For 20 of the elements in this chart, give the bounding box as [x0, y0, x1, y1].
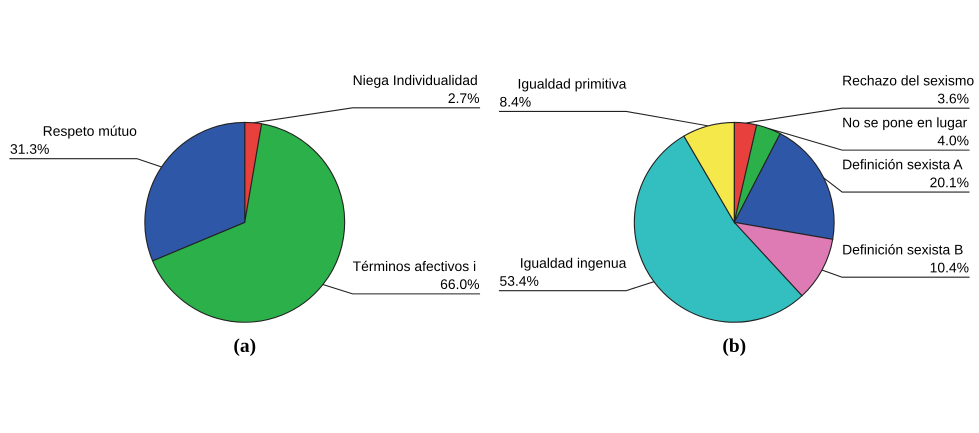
- slice-label: Niega Individualidad: [354, 74, 477, 88]
- data-label: 66.0%: [440, 279, 480, 290]
- slice-label: Respeto mútuo: [44, 126, 136, 139]
- data-label: 8.4%: [500, 96, 531, 107]
- data-label: 20.1%: [930, 178, 969, 188]
- slice-label: Definición sexista A: [843, 159, 963, 170]
- data-label: 10.4%: [930, 262, 969, 272]
- slice-label: Términos afectivos i: [352, 260, 476, 272]
- slice-label: Definición sexista B: [843, 244, 963, 255]
- slice-label: Igualdad ingenua: [521, 258, 626, 271]
- data-label: 3.6%: [938, 94, 969, 104]
- slice-label: Igualdad primitiva: [518, 78, 626, 92]
- text: (b): [723, 338, 746, 356]
- slice-label: No se pone en lugar: [843, 117, 967, 130]
- data-label: 53.4%: [500, 276, 538, 286]
- data-label: 4.0%: [938, 136, 969, 146]
- data-label: 31.3%: [10, 144, 49, 154]
- data-label: 2.7%: [448, 93, 480, 104]
- text: (a): [234, 338, 256, 356]
- slice-label: Rechazo del sexismo: [843, 75, 974, 86]
